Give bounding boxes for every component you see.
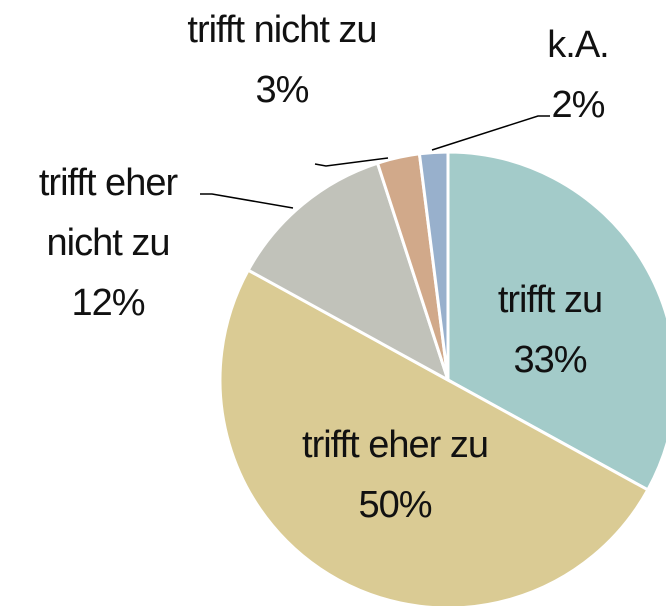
pie-slice: [417, 150, 450, 381]
pie-slice: [446, 150, 666, 492]
category-label: k.A.: [547, 24, 609, 66]
pie-slice: [246, 161, 451, 384]
percent-label: 50%: [358, 484, 432, 526]
percent-label: 2%: [551, 84, 606, 126]
percent-label: 3%: [255, 69, 310, 111]
leader-line: [314, 157, 389, 167]
category-label: trifft eher nicht zu: [38, 162, 178, 264]
percent-label: 33%: [513, 339, 587, 381]
percent-label: 12%: [71, 282, 145, 324]
slice-label: trifft zu 33%: [450, 270, 650, 390]
category-label: trifft zu: [497, 279, 603, 321]
category-label: trifft eher zu: [302, 424, 489, 466]
leader-line: [200, 193, 294, 209]
leader-line: [431, 115, 550, 151]
slice-label: trifft eher nicht zu 12%: [3, 153, 213, 333]
category-label: trifft nicht zu: [187, 9, 377, 51]
slice-label: trifft nicht zu 3%: [172, 0, 392, 120]
slice-label: trifft eher zu 50%: [245, 415, 545, 535]
slice-label: k.A. 2%: [518, 15, 638, 135]
pie-slice: [218, 268, 650, 606]
